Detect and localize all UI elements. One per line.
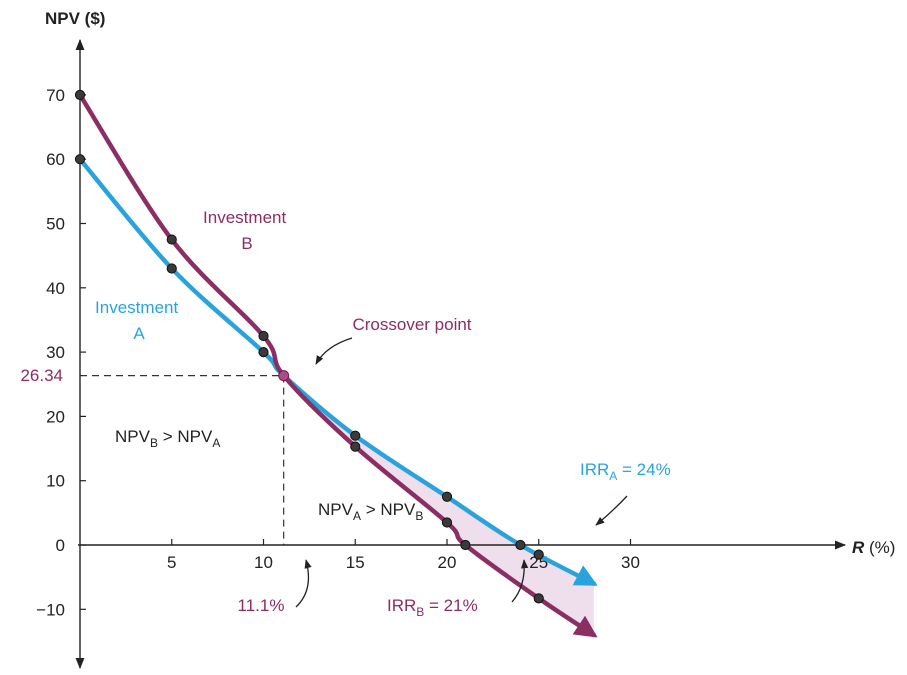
- series-investment-a-point: [441, 491, 453, 502]
- series-markers: [74, 89, 544, 604]
- crossover-label: Crossover point: [352, 315, 471, 334]
- series-investment-b-point: [533, 593, 544, 604]
- region-label-npv-b-over-a: NPVB > NPVA: [115, 427, 220, 450]
- series-investment-a-point: [533, 549, 544, 560]
- crossover-point-marker: [278, 370, 290, 382]
- x-tick-label: 30: [621, 553, 640, 572]
- series-investment-a-point: [258, 347, 269, 358]
- region-b-left-sub: B: [150, 436, 158, 450]
- crossover-y-value-label: 26.34: [20, 366, 63, 385]
- x-axis-title-unit: (%): [864, 538, 895, 557]
- series-investment-b-point: [350, 441, 361, 452]
- region-b-op: >: [158, 427, 177, 446]
- region-label-npv-a-over-b: NPVA > NPVB: [318, 500, 423, 523]
- y-axis-title: NPV ($): [45, 9, 105, 28]
- crossover-pointer-arrow: [315, 337, 353, 365]
- x-tick-label: 20: [438, 553, 457, 572]
- series-investment-a-line: [77, 156, 598, 586]
- irr-b-main: IRR: [387, 596, 416, 615]
- series-investment-a-point: [350, 430, 361, 441]
- series-investment-a-point: [166, 263, 177, 274]
- region-a-right: NPV: [380, 500, 416, 519]
- irr-b-sub: B: [416, 605, 424, 619]
- x-tick-label: 10: [254, 553, 273, 572]
- series-investment-b-point: [166, 234, 177, 245]
- series-investment-a-label: Investment A: [95, 298, 183, 343]
- series-investment-a-label-line1: Investment: [95, 298, 178, 317]
- y-tick-label: 60: [46, 150, 65, 169]
- y-tick-label: 30: [46, 343, 65, 362]
- x-axis-ticks: 5 10 15 20 25 30: [167, 539, 640, 572]
- region-a-op: >: [361, 500, 380, 519]
- irr-a-main: IRR: [580, 460, 609, 479]
- y-tick-label: 40: [46, 279, 65, 298]
- crossover-x-pointer-arrow: [295, 559, 312, 608]
- y-tick-label: 20: [46, 407, 65, 426]
- y-tick-label: 50: [46, 215, 65, 234]
- series-investment-b-point: [460, 539, 471, 551]
- irr-a-pointer-arrow: [595, 495, 628, 526]
- series-investment-b-label-line1: Investment: [203, 208, 286, 227]
- region-a-left-sub: A: [353, 509, 361, 523]
- crossover-x-value-label: 11.1%: [238, 596, 285, 615]
- irr-b-pointer-arrow: [511, 559, 529, 603]
- x-tick-label: 5: [167, 553, 176, 572]
- y-tick-label: 70: [46, 86, 65, 105]
- region-a-left: NPV: [318, 500, 354, 519]
- series-investment-a-label-line2: A: [133, 324, 145, 343]
- series-investment-b-point: [74, 89, 86, 101]
- series-investment-a-point: [74, 154, 86, 165]
- region-a-right-sub: B: [415, 509, 423, 523]
- y-tick-label: 10: [46, 472, 65, 491]
- y-tick-label: −10: [36, 600, 65, 619]
- series-investment-a-point: [515, 539, 526, 551]
- region-b-left: NPV: [115, 427, 151, 446]
- x-tick-label: 15: [346, 553, 365, 572]
- irr-a-rest: = 24%: [617, 460, 670, 479]
- irr-b-label: IRRB = 21%: [387, 596, 478, 619]
- x-axis-title: R (%): [852, 538, 895, 557]
- series-investment-b-label: Investment B: [203, 208, 291, 253]
- series-investment-b-point: [258, 330, 269, 342]
- series-investment-b-label-line2: B: [241, 234, 252, 253]
- irr-a-sub: A: [609, 469, 617, 483]
- irr-b-rest: = 21%: [424, 596, 477, 615]
- region-b-right: NPV: [177, 427, 213, 446]
- region-b-right-sub: A: [212, 436, 220, 450]
- y-axis-ticks: −10 0 10 20 30 40 50 60 70: [36, 86, 86, 619]
- x-axis-title-variable: R: [852, 538, 865, 557]
- series-investment-b-point: [441, 517, 453, 528]
- y-tick-label: 0: [56, 536, 65, 555]
- irr-a-label: IRRA = 24%: [580, 460, 671, 483]
